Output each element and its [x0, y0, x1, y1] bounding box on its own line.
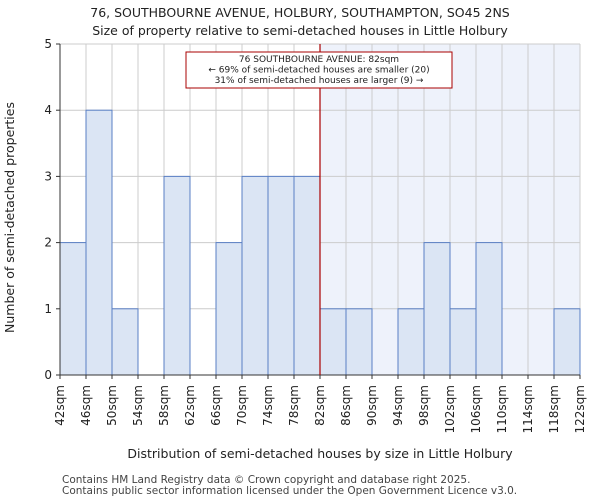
bar — [293, 175, 321, 376]
bar — [423, 242, 451, 376]
bar — [397, 308, 425, 376]
x-tick-label: 90sqm — [365, 385, 379, 426]
x-tick-label: 74sqm — [261, 385, 275, 426]
footer-copyright: Contains HM Land Registry data © Crown c… — [62, 474, 471, 486]
x-tick-label: 50sqm — [105, 385, 119, 426]
x-tick-label: 114sqm — [521, 385, 535, 433]
y-tick-label: 1 — [44, 302, 52, 316]
bar — [345, 308, 373, 376]
y-tick-label: 2 — [44, 236, 52, 250]
x-tick-label: 54sqm — [131, 385, 145, 426]
bar — [163, 175, 191, 376]
x-tick-label: 70sqm — [235, 385, 249, 426]
footer-licence: Contains public sector information licen… — [62, 485, 518, 497]
bar — [267, 175, 295, 376]
bar — [111, 308, 139, 376]
bar — [241, 175, 269, 376]
x-tick-label: 94sqm — [391, 385, 405, 426]
x-tick-label: 62sqm — [183, 385, 197, 426]
bar — [85, 109, 113, 376]
bar — [475, 242, 503, 376]
x-tick-label: 86sqm — [339, 385, 353, 426]
x-tick-label: 78sqm — [287, 385, 301, 426]
bar — [59, 242, 87, 376]
x-tick-label: 102sqm — [443, 385, 457, 433]
x-tick-label: 66sqm — [209, 385, 223, 426]
y-tick-label: 5 — [44, 37, 52, 51]
x-tick-label: 118sqm — [547, 385, 561, 433]
bar — [319, 308, 347, 376]
y-tick-label: 4 — [44, 103, 52, 117]
chart-title-address: 76, SOUTHBOURNE AVENUE, HOLBURY, SOUTHAM… — [90, 5, 510, 20]
x-tick-label: 106sqm — [469, 385, 483, 433]
y-axis-label: Number of semi-detached properties — [2, 102, 17, 333]
x-tick-label: 42sqm — [53, 385, 67, 426]
y-tick-label: 3 — [44, 169, 52, 183]
x-tick-label: 82sqm — [313, 385, 327, 426]
x-tick-label: 122sqm — [573, 385, 587, 433]
x-tick-label: 46sqm — [79, 385, 93, 426]
bar — [449, 308, 477, 376]
annotation-line: 31% of semi-detached houses are larger (… — [215, 76, 424, 86]
x-tick-label: 58sqm — [157, 385, 171, 426]
x-axis-label: Distribution of semi-detached houses by … — [127, 446, 513, 461]
chart-subtitle: Size of property relative to semi-detach… — [92, 23, 508, 38]
x-tick-label: 110sqm — [495, 385, 509, 433]
bar — [215, 242, 243, 376]
bar — [553, 308, 581, 376]
annotation-box — [185, 51, 453, 89]
histogram-chart: 0 1 2 3 4 5 42sqm 46sqm 50sqm 54sqm 58sqm 62sqm 66sq… — [2, 37, 587, 461]
x-tick-label: 98sqm — [417, 385, 431, 426]
y-tick-label: 0 — [44, 368, 52, 382]
annotation-line: ← 69% of semi-detached houses are smalle… — [208, 66, 429, 76]
annotation-line: 76 SOUTHBOURNE AVENUE: 82sqm — [239, 55, 399, 65]
